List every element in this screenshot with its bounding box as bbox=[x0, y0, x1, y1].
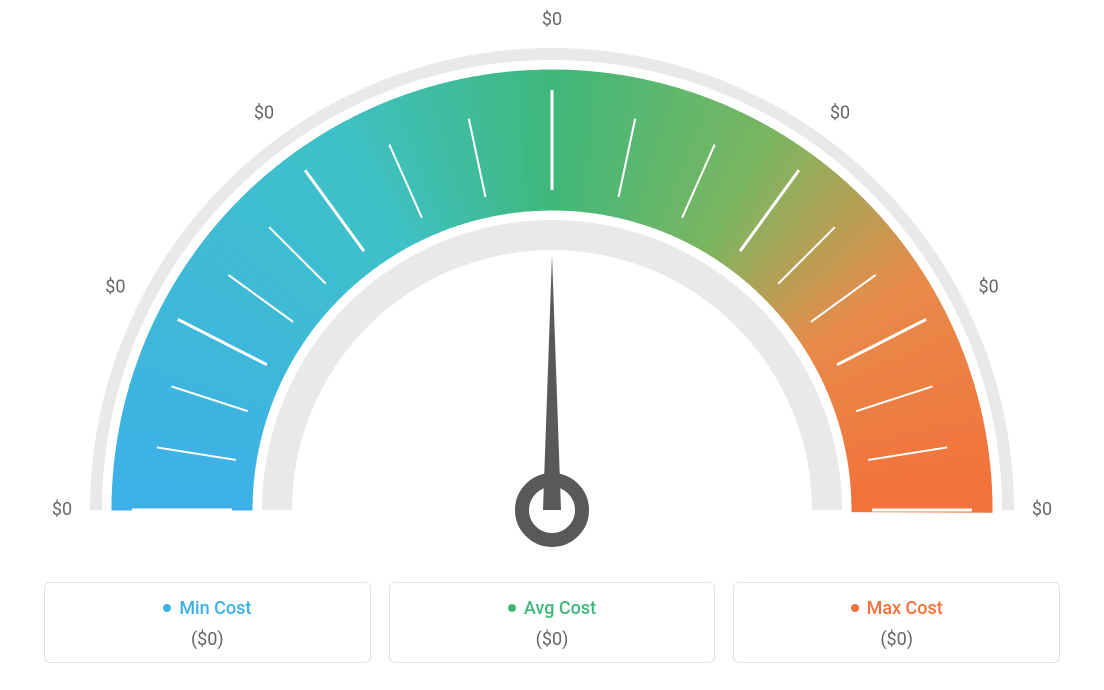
legend-row: Min Cost ($0) Avg Cost ($0) Max Cost ($0) bbox=[44, 582, 1060, 663]
legend-title: Avg Cost bbox=[508, 598, 596, 619]
gauge-tick-label: $0 bbox=[254, 102, 274, 123]
legend-label: Min Cost bbox=[179, 598, 251, 619]
legend-dot-icon bbox=[163, 604, 171, 612]
gauge-tick-label: $0 bbox=[830, 102, 850, 123]
legend-value: ($0) bbox=[742, 629, 1051, 650]
legend-label: Max Cost bbox=[867, 598, 943, 619]
legend-card-avg: Avg Cost ($0) bbox=[389, 582, 716, 663]
gauge-tick-label: $0 bbox=[978, 276, 998, 297]
legend-label: Avg Cost bbox=[524, 598, 596, 619]
legend-card-min: Min Cost ($0) bbox=[44, 582, 371, 663]
legend-dot-icon bbox=[851, 604, 859, 612]
gauge-svg: $0 $0 $0 $0 $0 $0 $0 bbox=[52, 10, 1052, 570]
gauge-tick-label: $0 bbox=[542, 10, 562, 30]
gauge-tick-label: $0 bbox=[1032, 499, 1052, 520]
legend-title: Min Cost bbox=[163, 598, 251, 619]
gauge-needle bbox=[543, 255, 561, 510]
gauge-tick-label: $0 bbox=[52, 499, 72, 520]
legend-value: ($0) bbox=[53, 629, 362, 650]
legend-card-max: Max Cost ($0) bbox=[733, 582, 1060, 663]
gauge-chart: $0 $0 $0 $0 $0 $0 $0 bbox=[52, 10, 1052, 570]
gauge-tick-label: $0 bbox=[105, 276, 125, 297]
legend-dot-icon bbox=[508, 604, 516, 612]
legend-title: Max Cost bbox=[851, 598, 943, 619]
legend-value: ($0) bbox=[398, 629, 707, 650]
